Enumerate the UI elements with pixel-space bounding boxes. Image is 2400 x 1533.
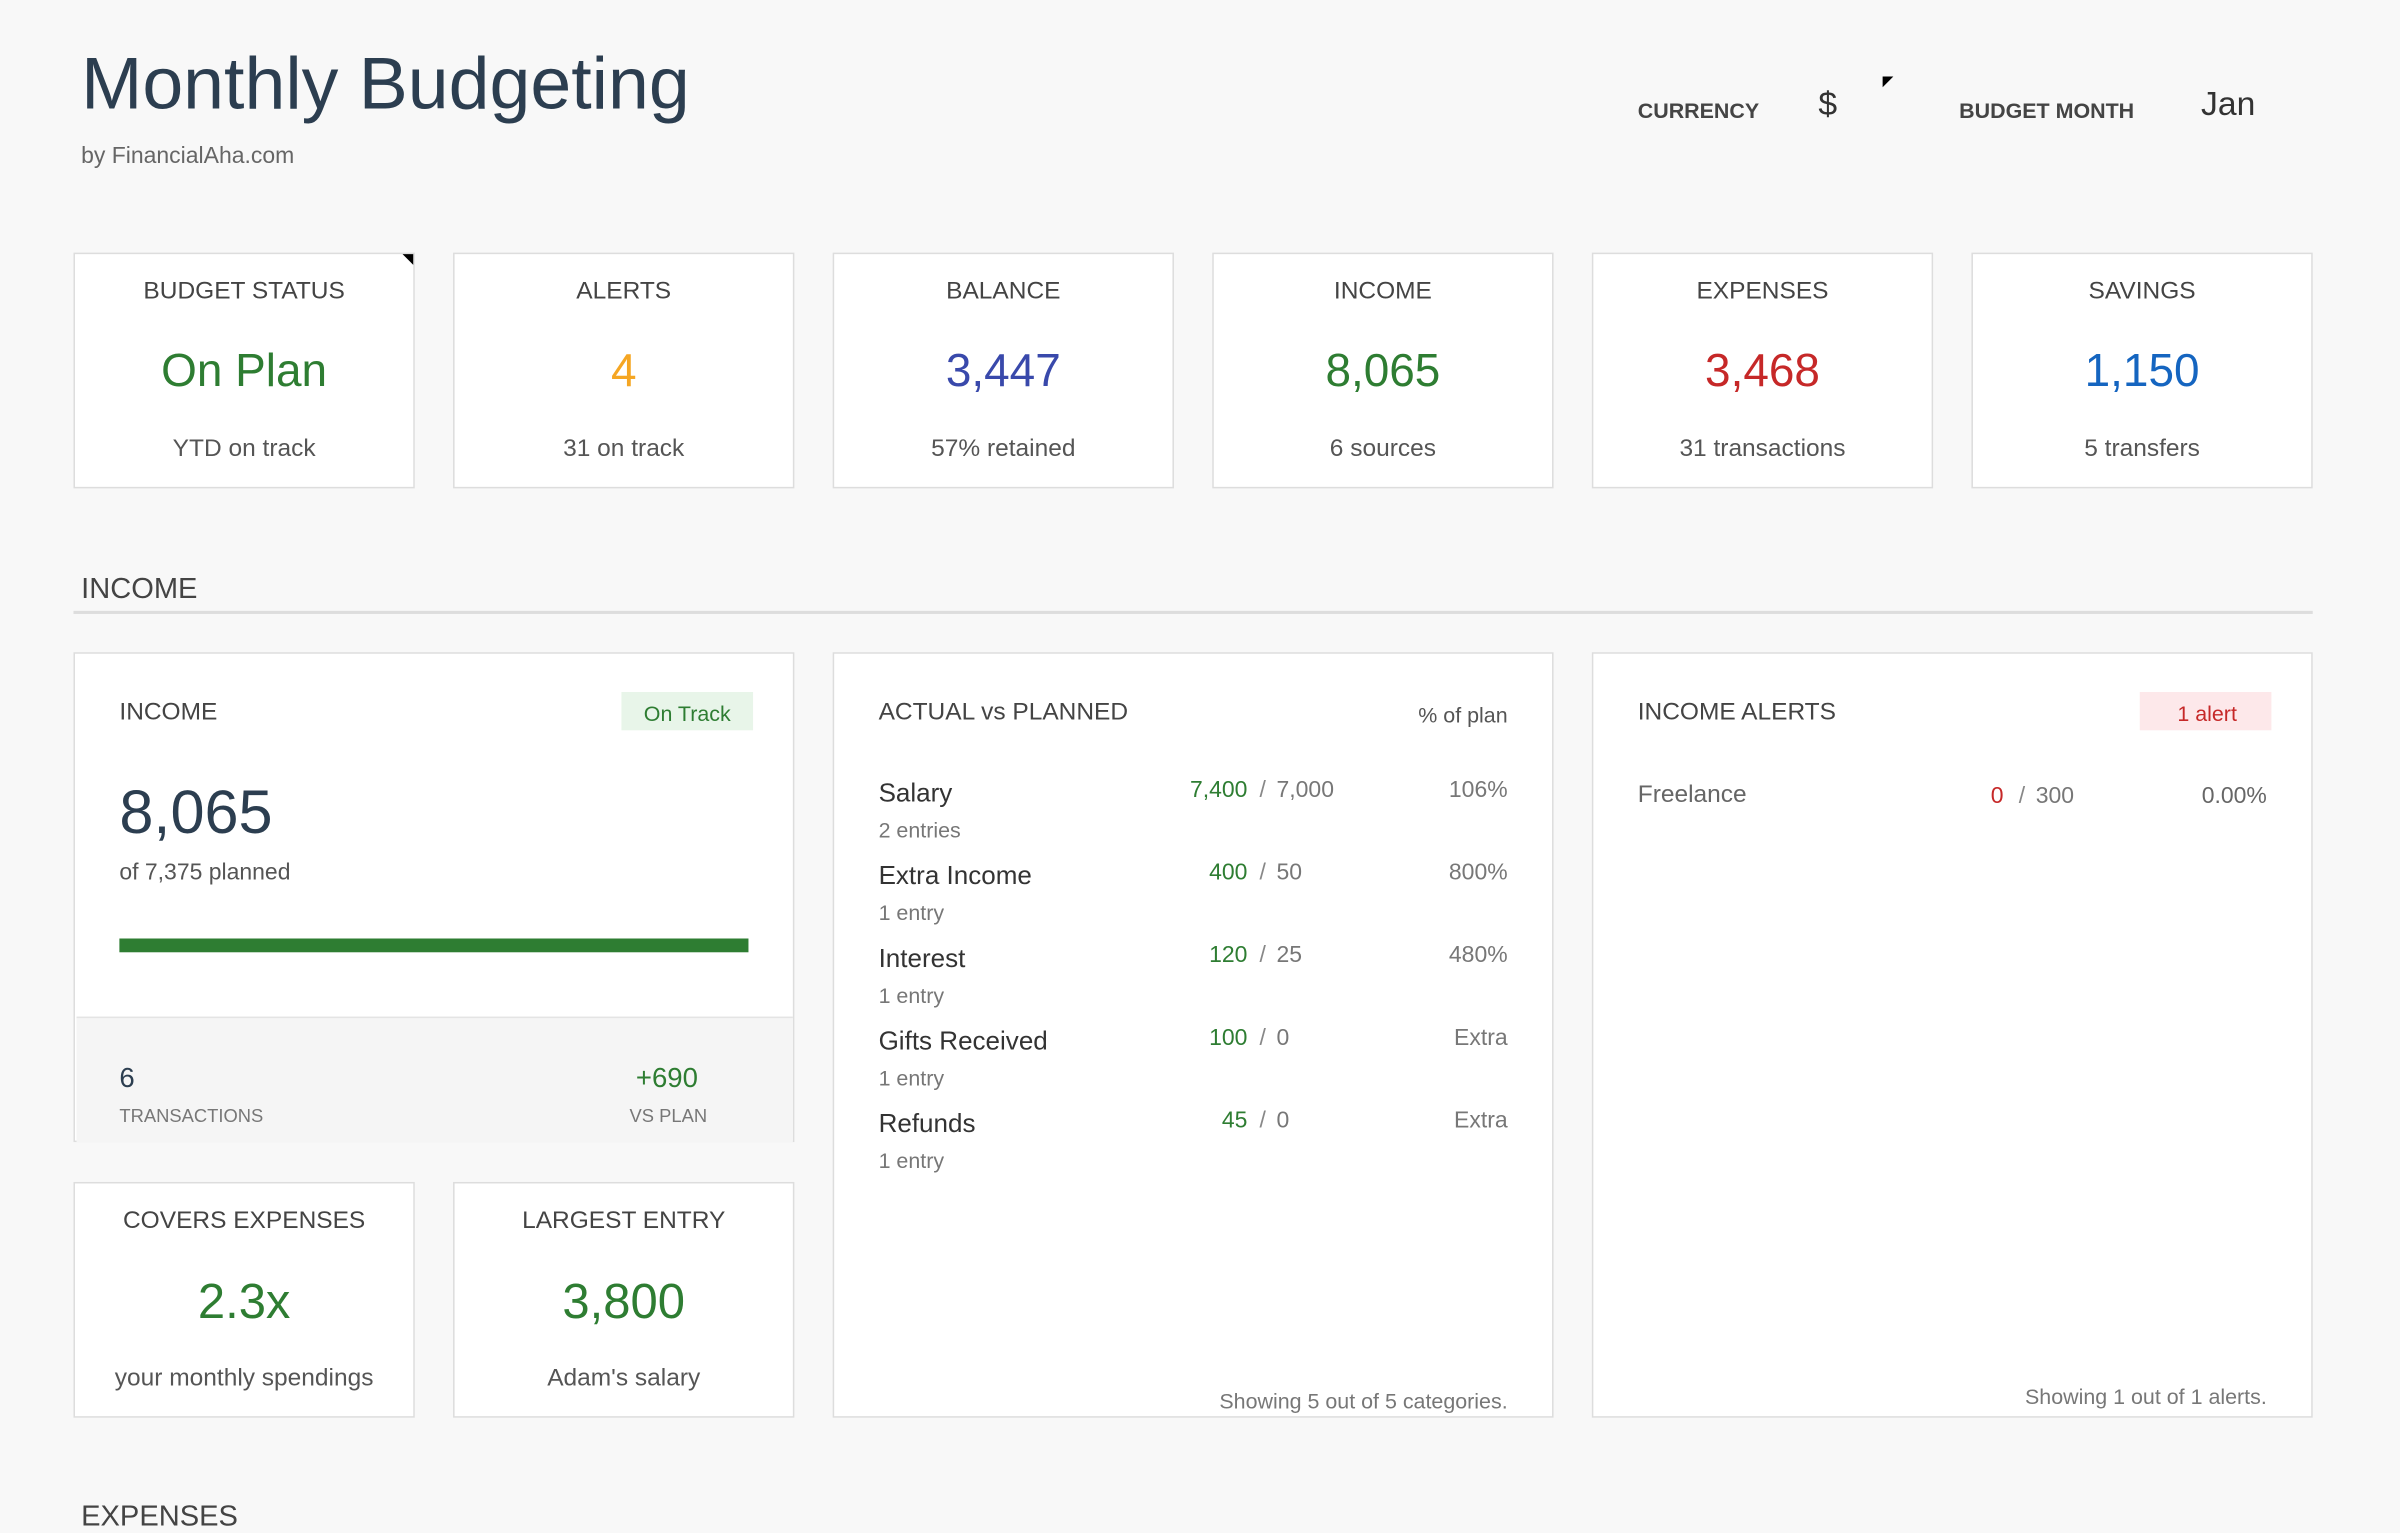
corner-mark [402,254,414,265]
stat-label: VS PLAN [629,1105,708,1127]
kpi-label: EXPENSES [1696,278,1829,305]
separator: / [2018,783,2026,810]
kpi-note: YTD on track [172,436,316,463]
kpi-card [832,252,1174,489]
kpi-card [453,252,795,489]
kpi-value: 8,065 [1325,346,1441,397]
category-name: Gifts Received [878,1026,1048,1056]
alert-percent: 0.00% [2201,783,2267,810]
metric-label: COVERS EXPENSES [122,1207,366,1234]
kpi-note: 57% retained [931,436,1076,463]
planned-amount: 7,000 [1276,776,1334,804]
column-header: % of plan [1418,702,1508,728]
kpi-card [1212,252,1554,489]
category-name: Salary [878,778,953,808]
section-heading: INCOME [81,573,198,606]
planned-amount: 25 [1276,942,1303,969]
stat-label: TRANSACTIONS [119,1105,264,1127]
card-title: INCOME [119,699,218,726]
metric-card [73,1181,415,1418]
card-footer: Showing 5 out of 5 categories. [1219,1388,1508,1414]
summary-footer-bg [75,1016,793,1142]
badge-text: On Track [643,701,731,726]
badge [621,692,754,731]
kpi-value: 1,150 [2084,346,2200,397]
planned-amount: 50 [1276,859,1303,886]
currency-select[interactable]: $ [1818,84,1838,123]
percent-of-plan: 480% [1448,942,1508,969]
kpi-value: On Plan [161,346,328,397]
currency-label: CURRENCY [1637,97,1760,123]
kpi-label: SAVINGS [2088,278,2196,305]
actual-amount: 7,400 [1189,776,1248,804]
badge [2139,692,2272,731]
actual-vs-planned-card [832,652,1554,1418]
kpi-label: BALANCE [946,278,1061,305]
page-title: Monthly Budgeting [81,44,690,126]
separator: / [1259,1107,1266,1134]
metric-card [453,1181,795,1418]
metric-label: LARGEST ENTRY [522,1207,726,1234]
metric-value: 2.3x [197,1273,291,1329]
card-title: ACTUAL vs PLANNED [878,699,1129,726]
stat-value: +690 [635,1062,698,1094]
actual-amount: 400 [1209,859,1248,886]
page-subtitle: by FinancialAha.com [81,143,295,170]
category-name: Extra Income [878,861,1032,891]
alerts-card [1591,652,2313,1418]
section-rule [73,610,2313,614]
card-footer: Showing 1 out of 1 alerts. [2024,1384,2267,1409]
alert-name: Freelance [1637,782,1747,809]
percent-of-plan: Extra [1454,1025,1508,1052]
summary-value: 8,065 [119,779,273,847]
category-entries: 1 entry [878,982,945,1008]
kpi-note: 31 transactions [1679,436,1846,463]
month-label: BUDGET MONTH [1959,97,2135,123]
separator: / [1259,859,1266,886]
progress-bar [119,938,749,953]
kpi-card [1591,252,1934,489]
separator: / [1259,1025,1266,1052]
kpi-note: 31 on track [563,436,685,463]
actual-amount: 45 [1221,1107,1248,1134]
alert-planned: 300 [2035,783,2075,810]
category-entries: 1 entry [878,1148,945,1173]
category-name: Refunds [878,1109,976,1139]
separator: / [1259,776,1266,804]
category-entries: 1 entry [878,1065,945,1091]
badge-text: 1 alert [2177,701,2237,726]
metric-note: your monthly spendings [114,1365,374,1392]
planned-amount: 0 [1276,1107,1290,1134]
kpi-value: 3,447 [945,346,1061,397]
percent-of-plan: 800% [1448,859,1508,886]
category-entries: 2 entries [878,817,961,843]
category-name: Interest [878,943,966,973]
summary-planned: of 7,375 planned [119,859,291,886]
kpi-card [73,252,415,489]
kpi-value: 3,468 [1705,346,1820,397]
metric-value: 3,800 [562,1273,686,1329]
stat-value: 6 [119,1062,135,1094]
kpi-label: BUDGET STATUS [143,278,345,305]
separator: / [1259,942,1266,969]
dropdown-arrow [1882,76,1894,88]
category-entries: 1 entry [878,900,945,925]
kpi-label: ALERTS [576,278,672,305]
kpi-value: 4 [610,346,637,397]
kpi-note: 5 transfers [2084,436,2200,463]
percent-of-plan: Extra [1454,1107,1508,1134]
card-title: INCOME ALERTS [1637,699,1836,726]
percent-of-plan: 106% [1448,776,1508,804]
planned-amount: 0 [1276,1025,1290,1052]
actual-amount: 100 [1209,1025,1248,1052]
actual-amount: 120 [1209,942,1248,969]
section-heading: EXPENSES [81,1501,238,1533]
kpi-label: INCOME [1333,278,1432,305]
kpi-note: 6 sources [1329,436,1436,463]
month-select[interactable]: Jan [2201,84,2256,123]
metric-note: Adam's salary [547,1365,701,1392]
kpi-card [1971,252,2313,489]
alert-actual: 0 [1990,783,2004,810]
